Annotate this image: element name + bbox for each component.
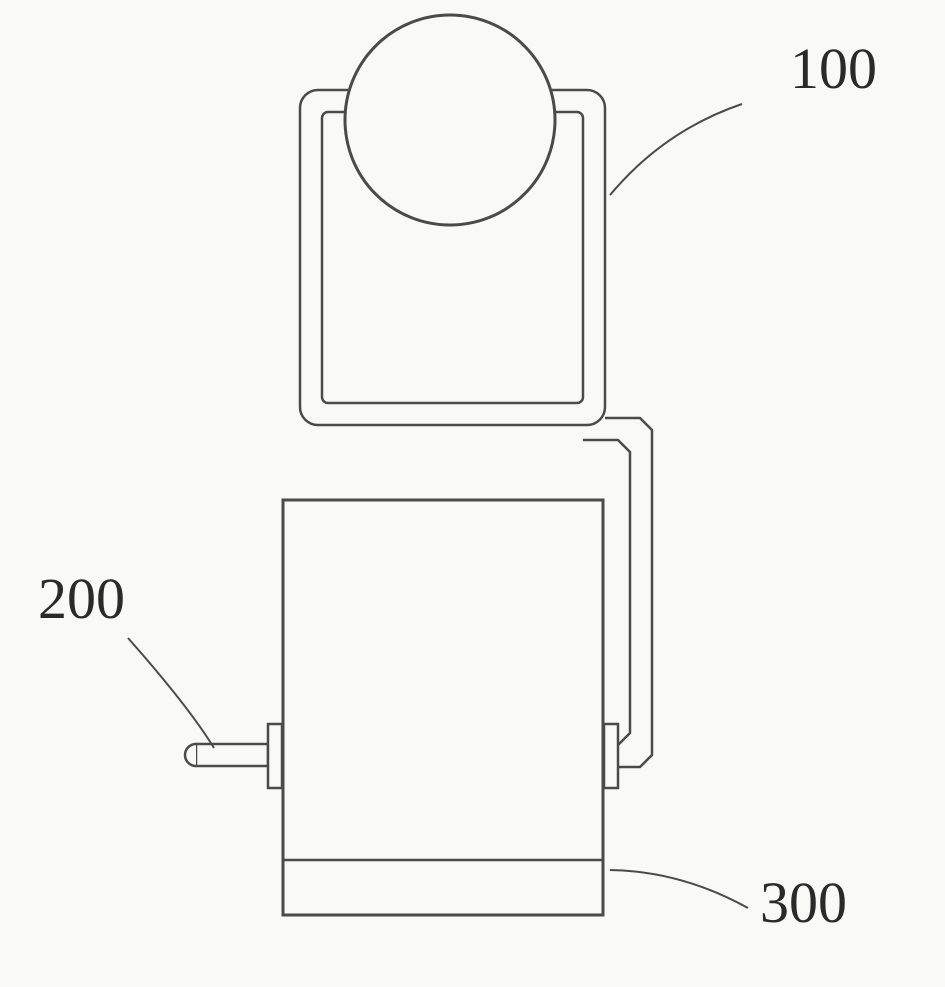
spindle-tip bbox=[185, 744, 196, 766]
label-l300-text: 300 bbox=[760, 870, 847, 935]
spindle-collar-right bbox=[604, 724, 618, 788]
spindle-collar-left bbox=[268, 724, 282, 788]
top-circle bbox=[345, 15, 555, 225]
lower-block bbox=[283, 500, 603, 915]
lower-block-rect bbox=[283, 500, 603, 915]
label-l100-text: 100 bbox=[790, 36, 877, 101]
spindle-shaft bbox=[196, 744, 268, 766]
label-l200-text: 200 bbox=[38, 566, 125, 631]
